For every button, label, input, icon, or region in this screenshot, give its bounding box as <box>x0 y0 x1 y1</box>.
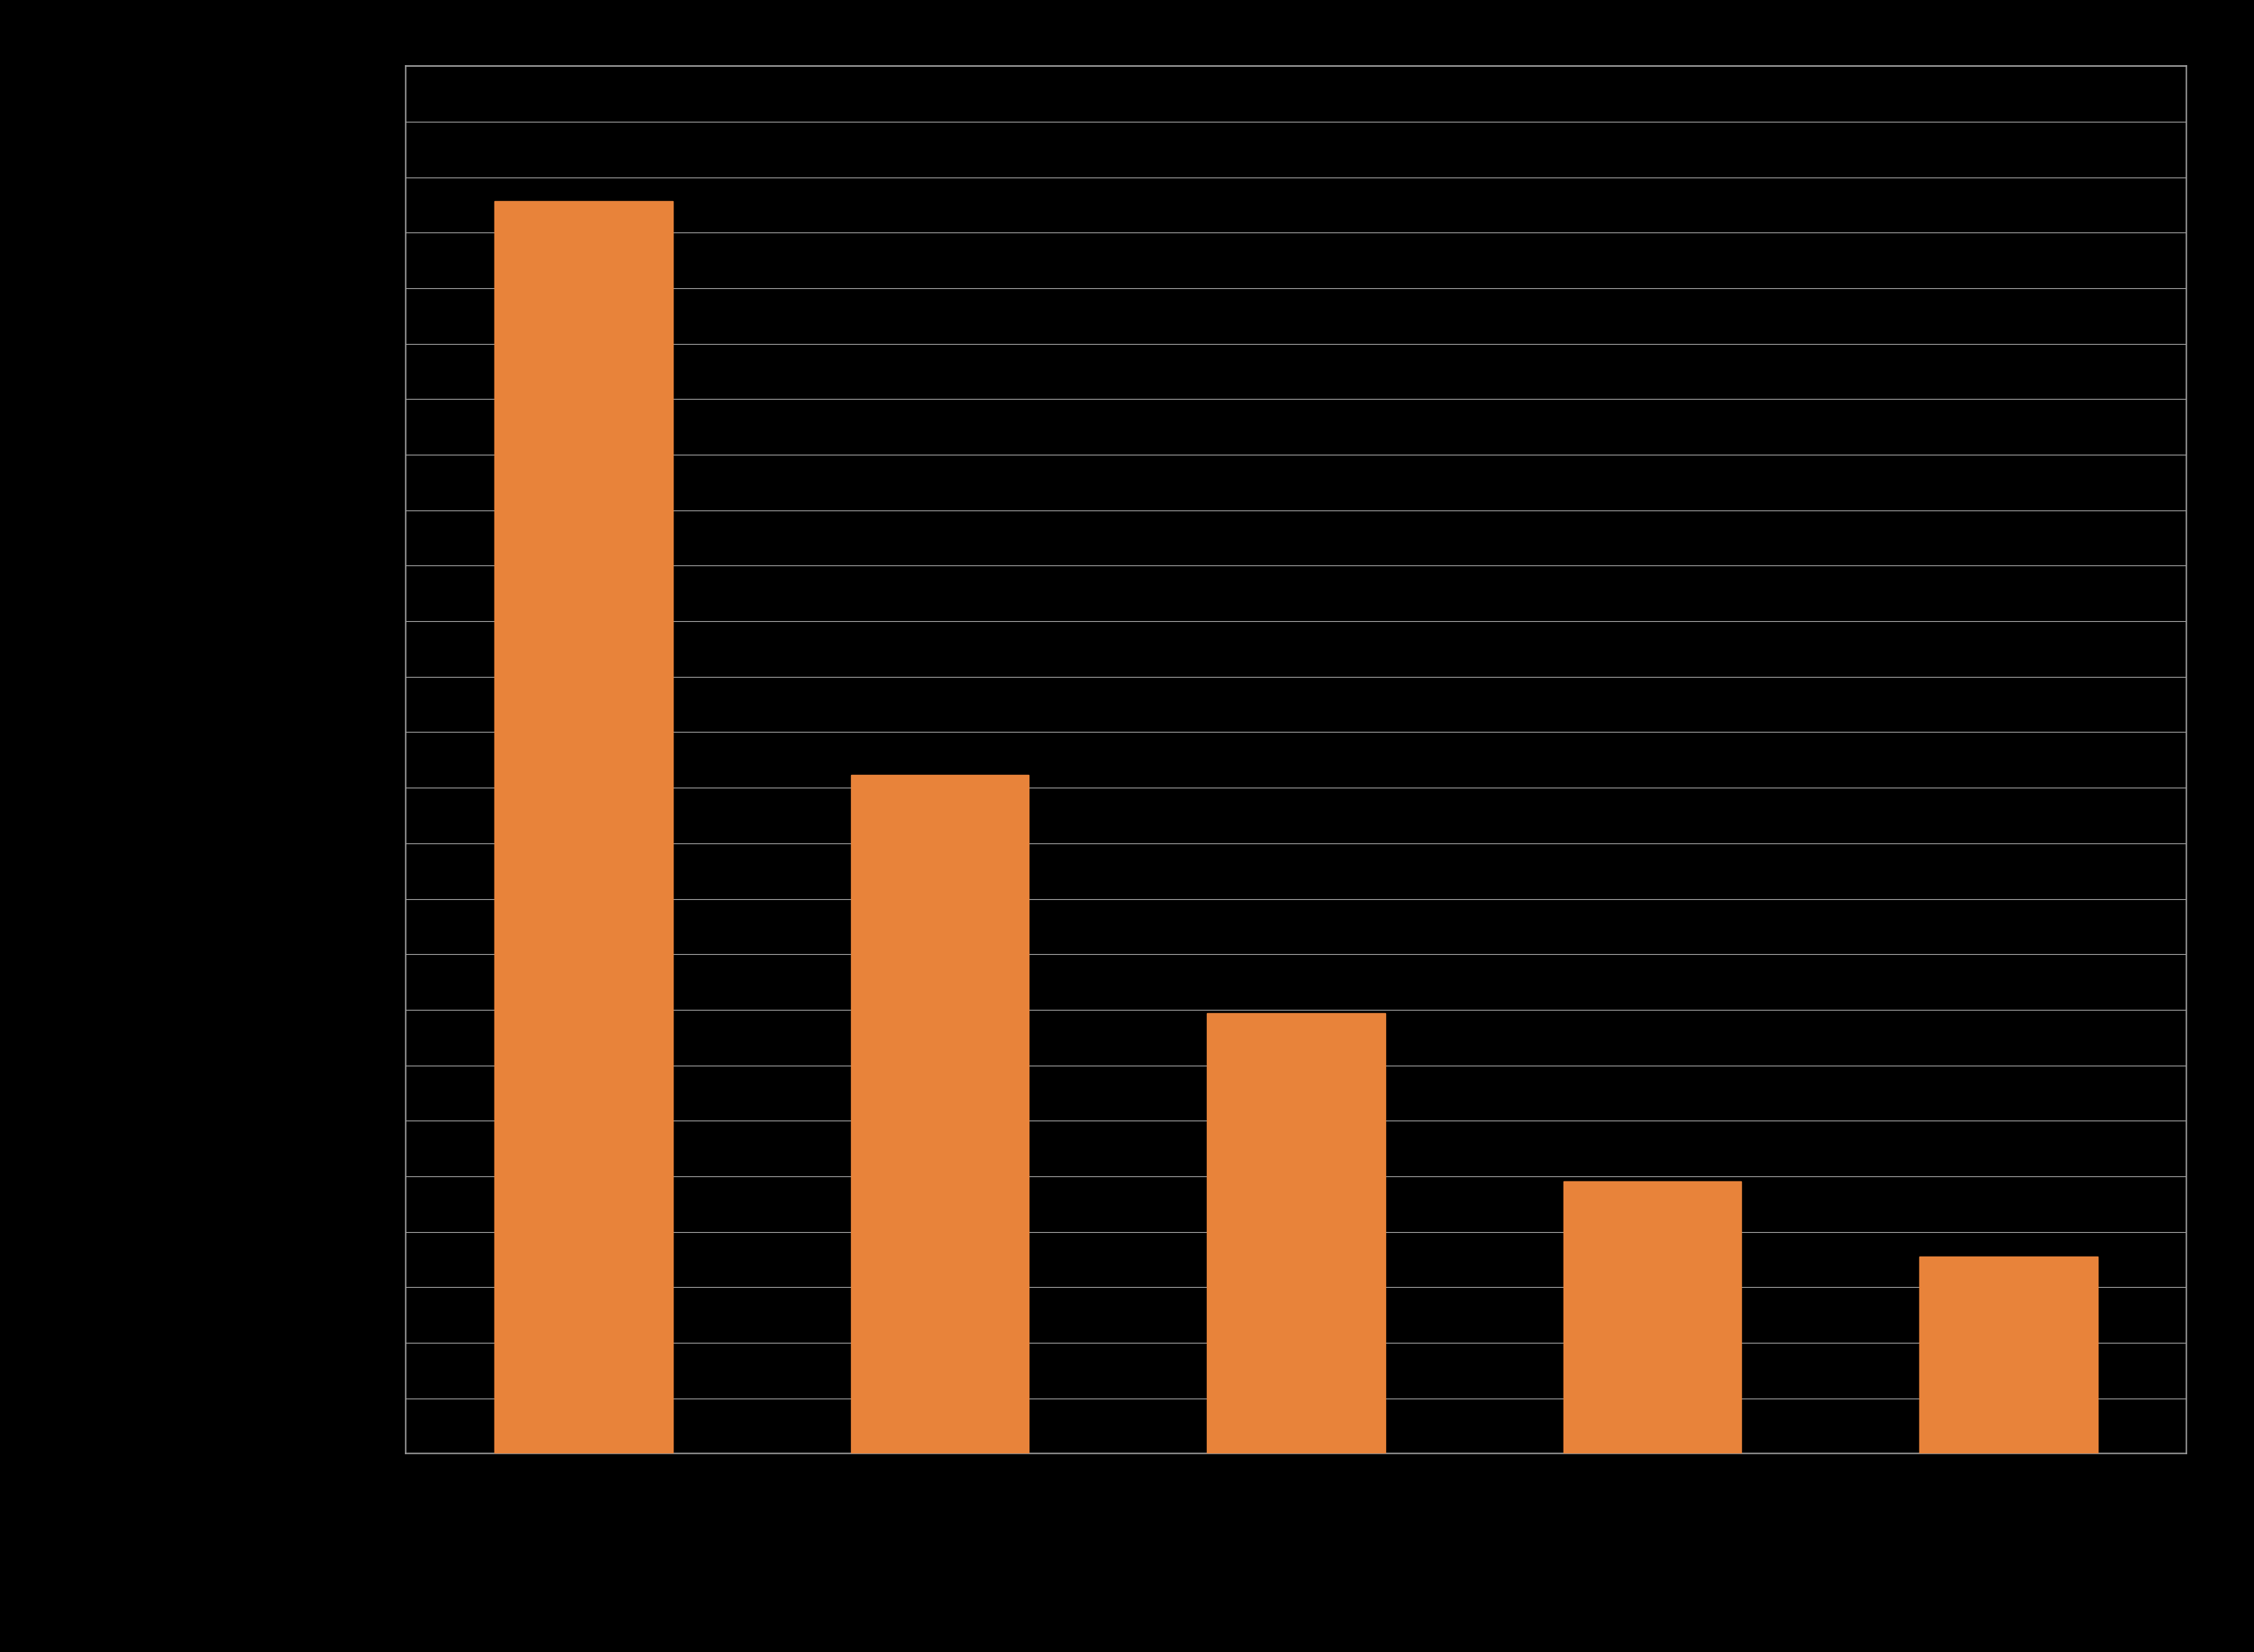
Bar <box>1920 1257 2098 1454</box>
Bar <box>852 775 1028 1454</box>
Bar <box>496 202 672 1454</box>
Bar <box>1208 1013 1384 1454</box>
Bar <box>1562 1181 1740 1454</box>
